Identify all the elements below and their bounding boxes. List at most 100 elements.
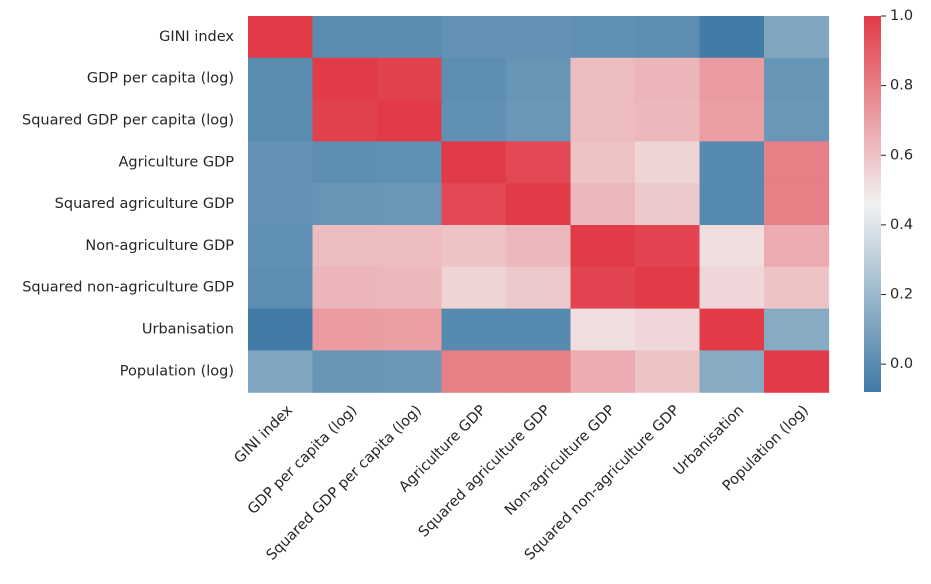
y-tick-label: Squared agriculture GDP (55, 196, 235, 212)
heatmap-cell (441, 308, 507, 351)
colorbar-tick-label: 0.0 (890, 356, 913, 372)
heatmap-cell (570, 308, 636, 351)
heatmap-cell (312, 350, 378, 393)
y-tick-label: Squared non-agriculture GDP (22, 280, 234, 296)
heatmap-cell (764, 141, 830, 184)
heatmap-cell (764, 16, 830, 59)
heatmap-cell (635, 99, 701, 142)
heatmap-cell (312, 141, 378, 184)
heatmap-cell (699, 266, 765, 310)
heatmap-cell (570, 225, 636, 268)
heatmap-cell (764, 57, 830, 101)
heatmap-cell (764, 183, 830, 226)
heatmap-cell (248, 141, 314, 184)
heatmap-cell (764, 308, 830, 351)
heatmap-cell (635, 350, 701, 393)
x-tick-label: GINI index (232, 402, 297, 467)
heatmap-cell (377, 99, 443, 142)
heatmap-cell (635, 266, 701, 310)
heatmap-cell (699, 183, 765, 226)
heatmap-cell (506, 57, 572, 101)
heatmap-cell (699, 350, 765, 393)
x-tick-label: Squared agriculture GDP (416, 402, 554, 540)
heatmap-cell (699, 141, 765, 184)
heatmap-cell (570, 141, 636, 184)
heatmap-cell (377, 57, 443, 101)
colorbar-ticks: 0.0 0.2 0.4 0.6 0.8 1.0 (881, 8, 913, 372)
colorbar-tick-label: 0.8 (890, 78, 913, 94)
heatmap-cell (699, 99, 765, 142)
heatmap-cell (441, 266, 507, 310)
heatmap-cell (570, 183, 636, 226)
colorbar (864, 16, 881, 392)
heatmap-cell (441, 141, 507, 184)
heatmap-cell (635, 57, 701, 101)
heatmap-cell (699, 225, 765, 268)
heatmap-cell (248, 225, 314, 268)
heatmap-cells (248, 16, 830, 393)
heatmap-cell (377, 16, 443, 59)
heatmap-cell (441, 183, 507, 226)
heatmap-cell (699, 308, 765, 351)
heatmap-cell (764, 350, 830, 393)
heatmap-cell (441, 57, 507, 101)
heatmap-cell (506, 225, 572, 268)
colorbar-tick-label: 0.2 (890, 287, 913, 303)
heatmap-cell (635, 141, 701, 184)
heatmap-cell (441, 16, 507, 59)
heatmap-cell (441, 350, 507, 393)
y-tick-label: Squared GDP per capita (log) (22, 113, 234, 129)
y-tick-labels: GINI index GDP per capita (log) Squared GD… (22, 29, 234, 379)
heatmap-cell (506, 308, 572, 351)
heatmap-cell (699, 57, 765, 101)
heatmap-cell (506, 99, 572, 142)
heatmap-cell (635, 225, 701, 268)
heatmap-cell (635, 183, 701, 226)
heatmap-cell (570, 350, 636, 393)
y-tick-label: Non-agriculture GDP (85, 238, 234, 254)
heatmap-cell (312, 308, 378, 351)
heatmap-cell (248, 57, 314, 101)
heatmap-cell (377, 266, 443, 310)
heatmap-cell (248, 308, 314, 351)
heatmap-cell (377, 308, 443, 351)
heatmap-cell (248, 16, 314, 59)
heatmap-cell (764, 266, 830, 310)
heatmap-cell (570, 99, 636, 142)
heatmap-cell (441, 99, 507, 142)
heatmap-cell (312, 99, 378, 142)
y-tick-label: Urbanisation (142, 322, 234, 338)
heatmap-cell (764, 99, 830, 142)
heatmap-cell (248, 266, 314, 310)
heatmap-cell (506, 141, 572, 184)
heatmap-cell (377, 350, 443, 393)
heatmap-cell (506, 350, 572, 393)
heatmap-cell (312, 57, 378, 101)
heatmap-cell (635, 308, 701, 351)
heatmap-cell (312, 183, 378, 226)
y-tick-label: Population (log) (120, 363, 234, 379)
heatmap-cell (312, 16, 378, 59)
heatmap-cell (377, 183, 443, 226)
heatmap-cell (506, 266, 572, 310)
heatmap-cell (248, 350, 314, 393)
heatmap-cell (570, 16, 636, 59)
y-tick-label: GDP per capita (log) (87, 71, 234, 87)
heatmap-cell (506, 183, 572, 226)
heatmap-cell (635, 16, 701, 59)
heatmap-cell (570, 57, 636, 101)
y-tick-label: GINI index (159, 29, 234, 45)
heatmap-cell (699, 16, 765, 59)
heatmap-cell (764, 225, 830, 268)
heatmap-cell (570, 266, 636, 310)
x-tick-label: GDP per capita (log) (245, 402, 360, 517)
heatmap-cell (248, 99, 314, 142)
x-tick-label: Non-agriculture GDP (502, 402, 619, 519)
colorbar-tick-label: 1.0 (890, 8, 913, 24)
y-tick-label: Agriculture GDP (119, 154, 235, 170)
heatmap-cell (312, 266, 378, 310)
heatmap-cell (506, 16, 572, 59)
heatmap-cell (312, 225, 378, 268)
